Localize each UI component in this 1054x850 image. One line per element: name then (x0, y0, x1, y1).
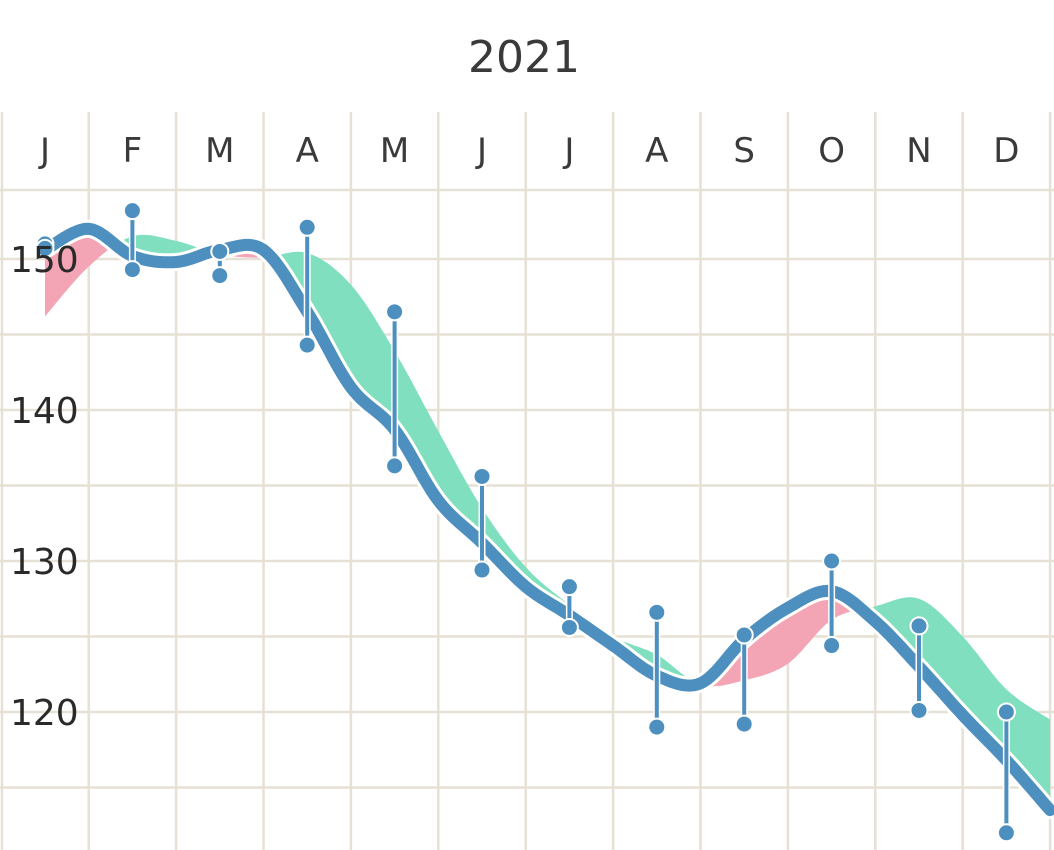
range-marker-low (297, 335, 317, 355)
range-marker-low (647, 717, 667, 737)
range-marker-low (385, 456, 405, 476)
y-tick-label: 150 (10, 240, 79, 281)
range-marker-high (822, 551, 842, 571)
x-tick-label: J (475, 131, 487, 171)
range-marker-high (559, 577, 579, 597)
x-tick-label: O (818, 131, 845, 171)
x-tick-label: J (562, 131, 574, 171)
range-marker-high (297, 217, 317, 237)
x-tick-label: J (38, 131, 50, 171)
range-marker-high (210, 241, 230, 261)
range-marker-low (822, 636, 842, 656)
trend-line-halo (36, 219, 1054, 820)
fill-area-above (274, 251, 701, 686)
range-marker (647, 602, 667, 737)
range-marker-high (472, 466, 492, 486)
range-marker-low (472, 560, 492, 580)
trend-line-layer (36, 219, 1054, 820)
fill-area-below (45, 228, 118, 317)
y-tick-label: 140 (10, 391, 79, 432)
x-tick-label: A (645, 131, 668, 171)
chart-title: 2021 (468, 32, 580, 83)
range-marker-high (909, 616, 929, 636)
x-tick-label: M (380, 131, 409, 171)
range-marker-layer (35, 201, 1016, 843)
range-marker-low (734, 714, 754, 734)
label-layer: J F M A M J J A S O N D 120 130 140 150 (10, 131, 1019, 734)
x-tick-label: N (906, 131, 931, 171)
range-marker (822, 551, 842, 656)
range-marker-low (122, 260, 142, 280)
y-tick-label: 120 (10, 693, 79, 734)
comparison-fill-layer (45, 228, 1051, 811)
range-marker-low (210, 266, 230, 286)
range-marker-high (385, 302, 405, 322)
range-marker-high (647, 602, 667, 622)
range-marker (472, 466, 492, 580)
range-marker (559, 577, 579, 637)
x-tick-label: M (205, 131, 234, 171)
range-marker (909, 616, 929, 720)
range-marker-low (35, 238, 55, 258)
y-tick-label: 130 (10, 542, 79, 583)
range-marker-high (996, 702, 1016, 722)
x-tick-label: D (993, 131, 1019, 171)
range-marker (35, 234, 55, 258)
range-marker-high (734, 625, 754, 645)
range-marker-low (559, 617, 579, 637)
range-marker (210, 241, 230, 286)
x-tick-label: F (123, 131, 143, 171)
range-marker (122, 201, 142, 280)
grid-layer (0, 112, 1054, 850)
x-tick-label: A (296, 131, 319, 171)
range-marker-low (996, 823, 1016, 843)
x-tick-label: S (733, 131, 755, 171)
range-marker (734, 625, 754, 734)
range-marker-high (122, 201, 142, 221)
range-marker (996, 702, 1016, 843)
range-marker-low (909, 700, 929, 720)
range-marker (297, 217, 317, 355)
range-marker (385, 302, 405, 476)
trend-line (39, 222, 1054, 817)
